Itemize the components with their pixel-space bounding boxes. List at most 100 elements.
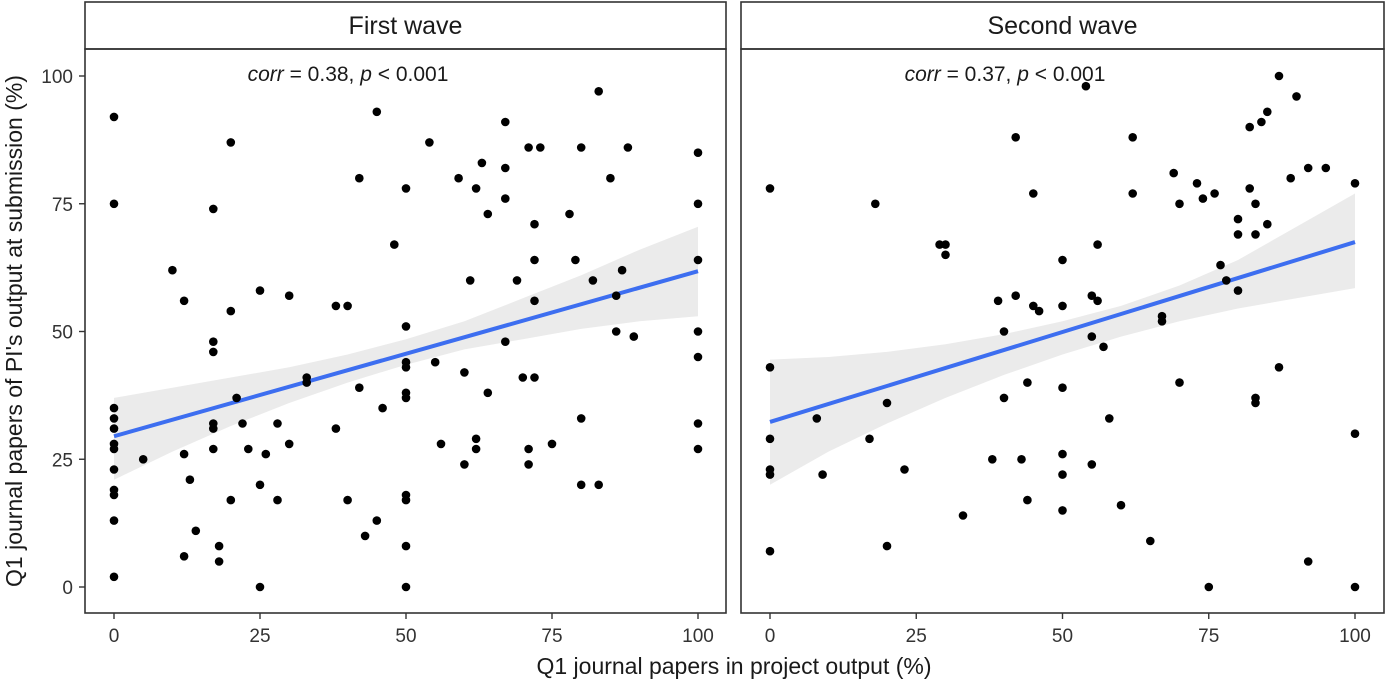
- ci-band-second-wave: [770, 193, 1355, 485]
- data-point: [530, 219, 539, 229]
- data-point: [1222, 276, 1231, 285]
- strip-title-second-wave: Second wave: [987, 12, 1137, 40]
- data-point: [471, 434, 481, 444]
- data-point: [109, 444, 119, 454]
- data-point: [465, 276, 475, 285]
- data-point: [179, 296, 189, 306]
- data-point: [1128, 189, 1137, 198]
- plot-frame-first-wave: [84, 48, 727, 614]
- data-point: [765, 184, 775, 193]
- data-point: [565, 209, 574, 219]
- data-point: [576, 414, 586, 423]
- data-point: [1093, 296, 1102, 306]
- data-point: [611, 291, 621, 301]
- data-point: [1087, 291, 1097, 301]
- data-point: [460, 460, 469, 469]
- data-point: [765, 434, 775, 444]
- data-point: [1245, 122, 1254, 132]
- data-point: [524, 143, 533, 152]
- data-point: [209, 444, 218, 454]
- data-point: [255, 582, 265, 592]
- data-point: [238, 419, 247, 428]
- data-point: [430, 357, 440, 367]
- data-point: [214, 557, 224, 566]
- data-point: [900, 465, 909, 474]
- points-second-wave: [765, 71, 1360, 592]
- data-point: [1257, 117, 1266, 127]
- data-point: [1350, 429, 1360, 439]
- x-tick-label: 25: [249, 626, 270, 647]
- data-point: [1011, 291, 1020, 301]
- data-point: [109, 572, 119, 582]
- data-point: [1286, 173, 1295, 183]
- data-point: [1058, 470, 1067, 479]
- data-point: [109, 490, 119, 500]
- strip-second-wave: [740, 1, 1385, 50]
- data-point: [255, 480, 265, 490]
- data-point: [1350, 582, 1360, 592]
- data-point: [477, 158, 487, 168]
- data-point: [261, 449, 271, 459]
- data-point: [284, 291, 294, 301]
- data-point: [138, 455, 148, 464]
- data-point: [1128, 133, 1137, 142]
- data-point: [882, 398, 892, 408]
- data-point: [168, 265, 177, 275]
- data-point: [1011, 133, 1020, 142]
- x-tick-label: 50: [1052, 626, 1073, 647]
- data-point: [518, 373, 528, 382]
- data-point: [1175, 199, 1184, 209]
- x-tick-label: 50: [395, 626, 416, 647]
- fit-line-first-wave: [113, 269, 699, 439]
- data-point: [1321, 163, 1331, 173]
- y-tick-label: 50: [52, 323, 73, 344]
- data-point: [1233, 230, 1243, 239]
- data-point: [693, 327, 703, 336]
- data-point: [524, 444, 533, 454]
- data-point: [1093, 240, 1102, 249]
- data-point: [425, 138, 434, 147]
- data-point: [501, 337, 510, 347]
- data-point: [109, 199, 119, 209]
- data-point: [576, 480, 586, 490]
- data-point: [1204, 582, 1214, 592]
- data-point: [530, 373, 539, 382]
- y-tick-label: 0: [62, 578, 73, 599]
- data-point: [1023, 495, 1032, 505]
- data-point: [436, 439, 446, 449]
- data-point: [693, 255, 703, 265]
- data-point: [501, 194, 510, 203]
- y-axis-title: Q1 journal papers of PI's output at subm…: [1, 75, 27, 587]
- x-tick-label: 25: [906, 626, 927, 647]
- data-point: [109, 516, 119, 525]
- data-point: [109, 403, 119, 413]
- data-point: [1058, 301, 1067, 311]
- data-point: [1233, 214, 1243, 224]
- data-point: [360, 531, 370, 541]
- corr-label-first-wave: corr = 0.38, p < 0.001: [248, 63, 449, 86]
- data-point: [372, 516, 382, 525]
- data-point: [302, 378, 312, 387]
- data-point: [226, 138, 236, 147]
- data-point: [512, 276, 522, 285]
- data-point: [109, 465, 119, 474]
- data-point: [483, 388, 493, 398]
- data-point: [693, 444, 703, 454]
- data-point: [483, 209, 493, 219]
- data-point: [958, 511, 968, 520]
- data-point: [255, 286, 265, 295]
- data-point: [1303, 557, 1313, 566]
- data-point: [693, 199, 703, 209]
- data-point: [185, 475, 195, 485]
- x-tick-label: 100: [1339, 626, 1371, 647]
- x-tick-label: 100: [682, 626, 714, 647]
- data-point: [993, 296, 1003, 306]
- data-point: [1198, 194, 1208, 203]
- data-point: [871, 199, 880, 209]
- data-point: [501, 117, 510, 127]
- data-point: [209, 337, 218, 347]
- data-point: [617, 265, 627, 275]
- data-point: [1251, 230, 1260, 239]
- x-ticks-first-wave: 0 25 50 75 100: [109, 613, 714, 647]
